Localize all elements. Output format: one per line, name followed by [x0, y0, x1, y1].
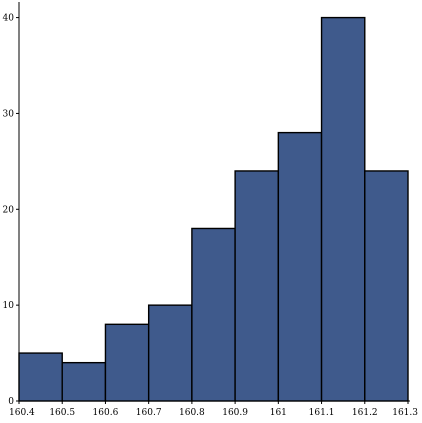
- histogram-bar: [191, 227, 236, 402]
- x-tick-label: 160.8: [179, 408, 205, 418]
- y-tick-label: 30: [3, 109, 15, 119]
- axes-group: [18, 2, 410, 402]
- histogram-bar: [234, 170, 280, 402]
- x-tick-label: 161.1: [309, 408, 335, 418]
- x-tick-label: 161.3: [392, 408, 418, 418]
- x-tick-label: 161.2: [352, 408, 378, 418]
- histogram-bar: [147, 304, 193, 402]
- x-ticks-group: 160.4 160.5 160.6 160.7 160.8 160.9 161 161.1 16…: [9, 401, 418, 418]
- x-tick-label: 160.7: [136, 408, 162, 418]
- y-tick-label: 0: [8, 397, 14, 407]
- y-tick-label: 20: [3, 205, 15, 215]
- x-tick-label: 160.5: [49, 408, 75, 418]
- histogram-bar: [320, 16, 366, 402]
- histogram-bar: [61, 361, 107, 402]
- histogram-bar: [104, 323, 150, 402]
- x-tick-label: 160.9: [222, 408, 248, 418]
- bars-group: [18, 16, 409, 402]
- x-tick-label: 161: [270, 408, 287, 418]
- y-tick-label: 40: [3, 14, 15, 24]
- x-tick-label: 160.6: [93, 408, 119, 418]
- y-tick-label: 10: [3, 301, 15, 311]
- histogram-bar: [277, 131, 323, 402]
- histogram-bar: [364, 170, 409, 402]
- y-ticks-group: 0 10 20 30 40: [3, 14, 19, 407]
- histogram-bar: [18, 352, 63, 402]
- x-tick-label: 160.4: [9, 408, 35, 418]
